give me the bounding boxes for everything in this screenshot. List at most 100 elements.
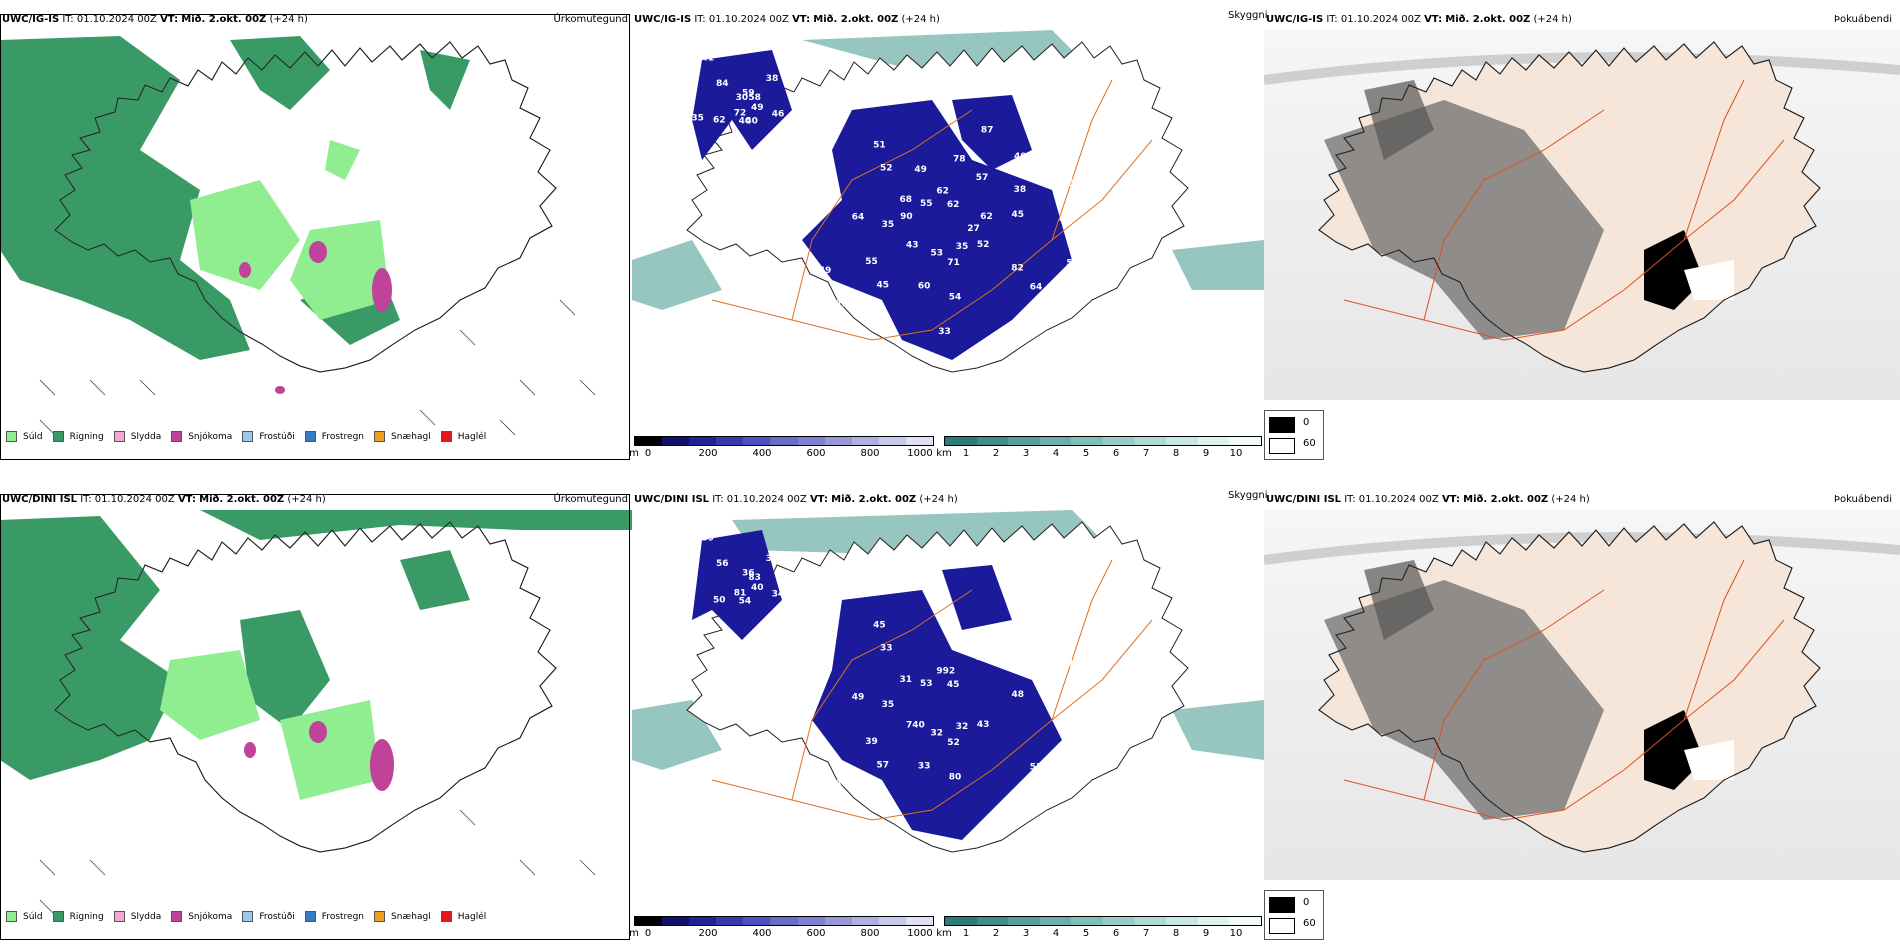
cloud-base-colorbar: m 0 200 400 600 800 1000 xyxy=(629,436,934,460)
cloud-base-value-label: 49 xyxy=(819,266,832,276)
colorbar-tick: 8 xyxy=(1172,448,1180,459)
fog-index-map-bottom: Skyggni UWC/DINI ISL IT: 01.10.2024 00Z … xyxy=(1228,480,1900,940)
cloud-base-value-label: 48 xyxy=(1012,690,1025,700)
cloud-base-value-label: 78 xyxy=(953,154,966,164)
colorbar-segment xyxy=(1229,437,1261,445)
cloud-base-value-label: 36 xyxy=(766,554,779,564)
cloud-base-value-label: 55 xyxy=(920,199,933,209)
cloud-base-value-label: 82 xyxy=(1011,263,1024,273)
panel-field-title: Þokuábendi xyxy=(1833,14,1892,25)
legend-swatch xyxy=(52,431,64,442)
colorbar-segment xyxy=(1008,437,1040,445)
colorbar-segment xyxy=(635,917,663,925)
cloud-base-value-label: 34 xyxy=(772,589,785,599)
colorbar-segment xyxy=(635,437,663,445)
cloud-base-value-label: 62 xyxy=(980,212,993,222)
colorbar-tick: 7 xyxy=(1142,448,1150,459)
colorbar-segment xyxy=(824,437,852,445)
legend-label: 60 xyxy=(1303,918,1316,929)
cloud-base-value-label: 35 xyxy=(882,220,895,230)
cloud-base-value-label: 81 xyxy=(734,589,747,599)
cloud-map-canvas: 40 740 992 738 49 42 43 45 61 81 45 52 56 48 57 75 51 46 8… xyxy=(632,502,1264,853)
colorbar-tick: 1000 xyxy=(907,928,933,939)
vt-label: VT: xyxy=(792,14,811,25)
cloud-base-value-label: 35 xyxy=(691,114,704,124)
cloud-base-value-label: 57 xyxy=(1066,259,1079,269)
model-name: UWC/IG-IS xyxy=(1266,14,1324,25)
legend-item: Rigning xyxy=(52,911,104,922)
legend-item: Súld xyxy=(6,431,43,442)
colorbar-tick: 4 xyxy=(1052,928,1060,939)
cloud-base-value-label: 54 xyxy=(739,596,752,606)
cloud-base-value-label: 45 xyxy=(877,281,890,291)
cloud-base-value-label: 39 xyxy=(865,737,878,747)
cloud-base-value-label: 38 xyxy=(766,74,779,84)
cloud-base-value-label: 34 xyxy=(768,654,781,664)
colorbar-segment xyxy=(797,437,825,445)
lead-time: (+24 h) xyxy=(1551,494,1590,505)
init-time: 01.10.2024 00Z xyxy=(1358,494,1439,505)
colorbar-unit: m xyxy=(629,928,639,939)
cloud-base-value-label: 414 xyxy=(760,141,779,151)
colorbar-unit: m xyxy=(629,448,639,459)
model-name: UWC/IG-IS xyxy=(2,14,60,25)
cloud-base-value-label: 38 xyxy=(1014,185,1027,195)
cloud-base-value-label: 51 xyxy=(727,145,740,155)
vt-label: VT: xyxy=(160,14,179,25)
colorbar-tick: 4 xyxy=(1052,448,1060,459)
cloud-base-value-label: 83 xyxy=(748,573,761,583)
lead-time: (+24 h) xyxy=(287,494,326,505)
precip-map-canvas xyxy=(0,510,632,916)
colorbar-segment xyxy=(716,437,744,445)
legend-swatch xyxy=(242,431,254,442)
cloud-base-value-label: 60 xyxy=(918,281,931,291)
colorbar-segment xyxy=(689,917,717,925)
cloud-base-value-label: 30 xyxy=(736,93,749,103)
colorbar-segment xyxy=(1071,437,1103,445)
cloud-base-value-label: 36 xyxy=(742,569,755,579)
top-row: UWC/IG-IS IT: 01.10.2024 00Z VT: Mið. 2.… xyxy=(0,0,1900,460)
cloud-base-value-label: 35 xyxy=(953,634,966,644)
cloud-base-value-label: 53 xyxy=(976,653,989,663)
cloud-base-value-label: 71 xyxy=(947,258,960,268)
precip-type-legend: Súld Rigning Slydda Snjókoma Frostúði Fr… xyxy=(6,911,486,922)
cloud-base-value-label: 41 xyxy=(702,53,715,63)
legend-swatch xyxy=(113,431,125,442)
colorbar-segment xyxy=(1134,437,1167,445)
legend-item: Snæhagl xyxy=(374,911,431,922)
panel-header: UWC/IG-IS IT: 01.10.2024 00Z VT: Mið. 2.… xyxy=(1266,14,1572,25)
cloud-base-value-label: 32 xyxy=(956,722,969,732)
panel-header: UWC/DINI ISL IT: 01.10.2024 00Z VT: Mið.… xyxy=(634,494,958,505)
cloud-base-value-label: 31 xyxy=(900,675,913,685)
cloud-base-value-label: 55 xyxy=(865,257,878,267)
legend-label: 0 xyxy=(1303,897,1310,908)
colorbar-tick: 9 xyxy=(1202,928,1210,939)
cloud-base-value-label: 43 xyxy=(977,720,990,730)
colorbar-segment xyxy=(976,437,1009,445)
colorbar-segment xyxy=(743,917,771,925)
it-label: IT: xyxy=(62,14,74,25)
cloud-base-value-label: 20 xyxy=(819,746,832,756)
model-name: UWC/DINI ISL xyxy=(634,494,710,505)
fog-legend: 0 60 xyxy=(1264,890,1324,940)
legend-swatch xyxy=(374,431,386,442)
colorbar-segment xyxy=(1039,437,1072,445)
cloud-base-value-label: 41 xyxy=(1059,695,1072,705)
cloud-base-value-label: 33 xyxy=(938,327,951,337)
legend-item: Snjókoma xyxy=(171,911,232,922)
legend-item: Frostúði xyxy=(242,911,295,922)
colorbar-tick: 2 xyxy=(992,928,1000,939)
panel-header: UWC/IG-IS IT: 01.10.2024 00Z VT: Mið. 2.… xyxy=(634,14,940,25)
cloud-base-value-label: 34 xyxy=(835,780,848,790)
colorbar-segment xyxy=(851,917,879,925)
cloud-base-value-label: 80 xyxy=(768,174,781,184)
precip-type-map-top: UWC/IG-IS IT: 01.10.2024 00Z VT: Mið. 2.… xyxy=(0,0,632,460)
colorbar-tick: 0 xyxy=(644,448,652,459)
cloud-base-value-label: 49 xyxy=(751,103,764,113)
cloud-base-value-label: 66 xyxy=(810,675,823,685)
colorbar-tick: 200 xyxy=(698,928,718,939)
cloud-base-value-label: 45 xyxy=(1012,210,1025,220)
cloud-base-value-label: 35 xyxy=(882,700,895,710)
it-label: IT: xyxy=(694,14,706,25)
colorbar-segment xyxy=(851,437,879,445)
